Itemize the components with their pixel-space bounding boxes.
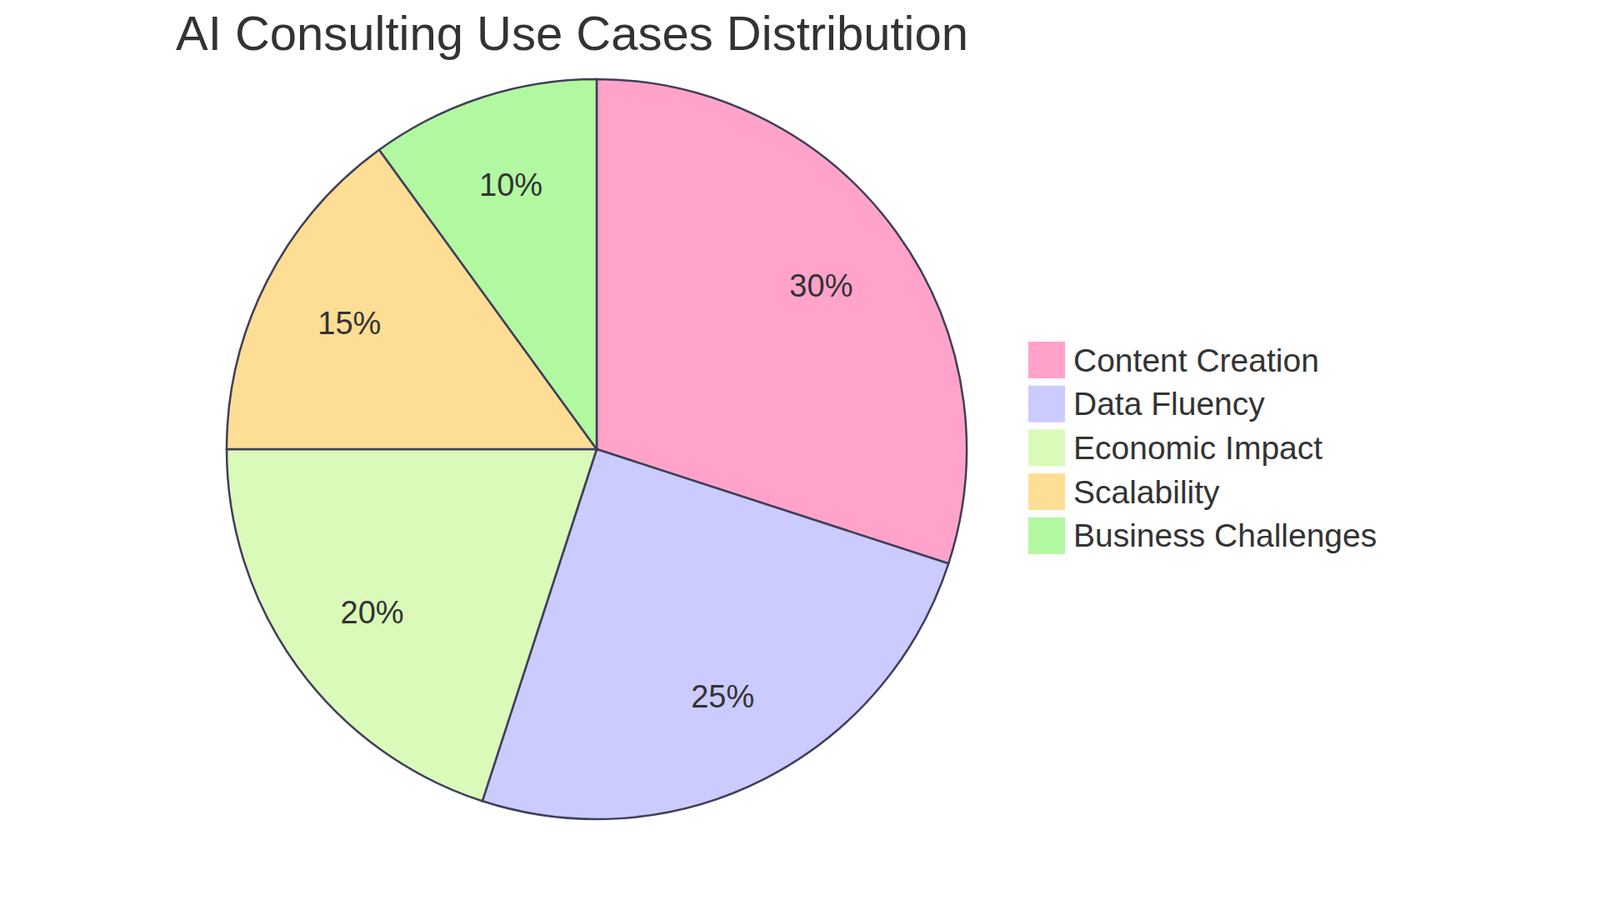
pie-slice xyxy=(226,449,597,801)
data-label: 15% xyxy=(317,305,381,341)
chart: AI Consulting Use Cases Distribution 30% 2… xyxy=(0,0,1600,900)
chart-title: AI Consulting Use Cases Distribution xyxy=(175,5,969,60)
legend-swatch xyxy=(1028,517,1065,555)
legend: Content Creation Data Fluency Economic Imp… xyxy=(1028,341,1377,555)
legend-swatch xyxy=(1028,341,1065,379)
data-label: 20% xyxy=(340,595,405,630)
data-label: 30% xyxy=(789,268,853,304)
legend-label: Economic Impact xyxy=(1073,430,1323,466)
legend-swatch xyxy=(1028,473,1065,510)
legend-swatch xyxy=(1028,385,1065,423)
legend-label: Data Fluency xyxy=(1073,385,1265,422)
data-label: 25% xyxy=(690,679,755,715)
pie xyxy=(226,79,967,820)
legend-label: Scalability xyxy=(1073,474,1220,510)
data-label: 10% xyxy=(479,167,543,203)
legend-label: Business Challenges xyxy=(1073,517,1377,554)
pie-slice xyxy=(379,79,597,450)
legend-swatch xyxy=(1028,429,1065,466)
legend-label: Content Creation xyxy=(1073,342,1320,379)
